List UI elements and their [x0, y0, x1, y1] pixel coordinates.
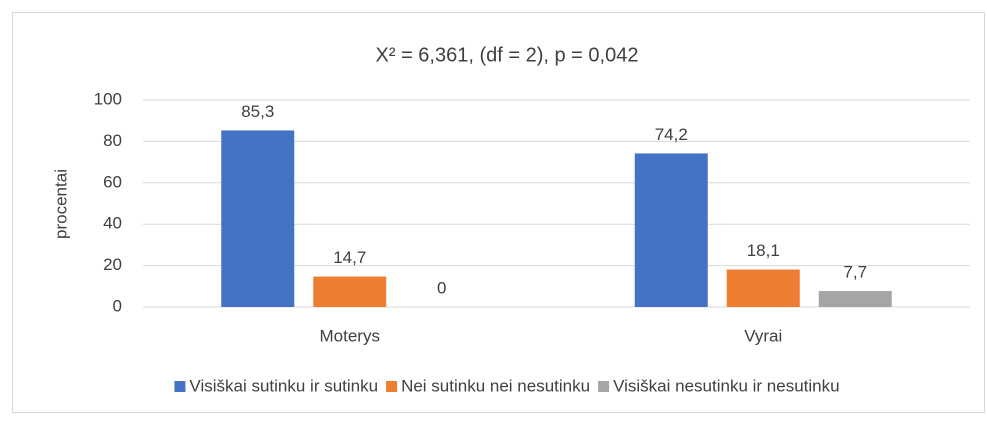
legend-swatch	[386, 381, 398, 392]
bar	[634, 153, 708, 307]
legend-swatch	[598, 381, 610, 392]
data-label: 0	[437, 278, 446, 297]
bar	[726, 269, 800, 307]
x-tick-label: Vyrai	[744, 326, 782, 345]
data-label: 18,1	[747, 241, 780, 260]
y-tick-label: 80	[103, 131, 122, 150]
y-axis-label: procentai	[51, 169, 70, 239]
data-label: 74,2	[655, 125, 688, 144]
chart-border	[12, 12, 985, 413]
data-label: 85,3	[241, 102, 274, 121]
legend-label: Visiškai sutinku ir sutinku	[189, 376, 378, 395]
legend-label: Visiškai nesutinku ir nesutinku	[613, 376, 839, 395]
y-tick-label: 100	[94, 89, 122, 108]
y-tick-label: 40	[103, 214, 122, 233]
data-label: 14,7	[333, 248, 366, 267]
data-label: 7,7	[843, 263, 867, 282]
y-tick-label: 20	[103, 255, 122, 274]
chart-title: X² = 6,361, (df = 2), p = 0,042	[376, 44, 639, 66]
legend-label: Nei sutinku nei nesutinku	[401, 376, 590, 395]
bar	[818, 291, 892, 307]
legend-swatch	[174, 381, 186, 392]
bar	[221, 130, 295, 307]
y-tick-label: 60	[103, 172, 122, 191]
bar	[313, 276, 387, 307]
y-tick-label: 0	[113, 296, 122, 315]
x-tick-label: Moterys	[320, 326, 380, 345]
